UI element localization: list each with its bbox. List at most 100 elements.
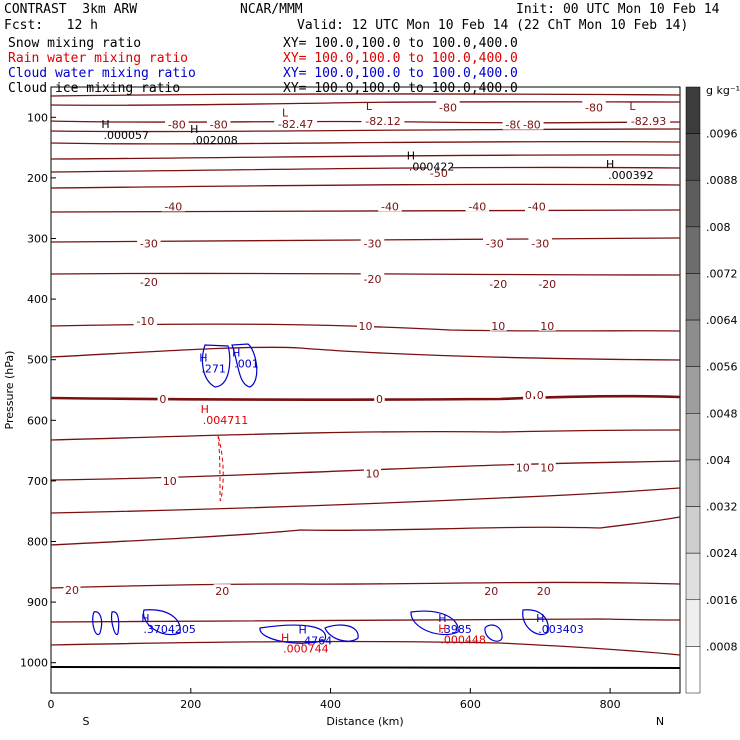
contour-label-bg (514, 460, 532, 473)
extremum-value: .271 (201, 363, 226, 376)
x-tick-label: 200 (180, 698, 201, 711)
isotherm-label: -80 (168, 119, 186, 132)
isotherm-label: 10 (540, 320, 554, 333)
y-tick-label: 800 (27, 536, 48, 549)
rain-water-contour (217, 434, 224, 502)
colorbar-label: .0024 (706, 547, 738, 560)
y-tick-label: 1000 (20, 657, 48, 670)
isotherm-label: -82.12 (365, 115, 400, 128)
colorbar-swatch (685, 459, 701, 507)
x-tick-label: 600 (460, 698, 481, 711)
isotherm-label: -80 (523, 119, 541, 132)
isotherm-label: -20 (489, 278, 507, 291)
isotherm-line (50, 93, 681, 97)
contour-label-bg (582, 100, 606, 113)
header-init: Init: 00 UTC Mon 10 Feb 14 (516, 2, 720, 17)
isotherm-label: -40 (468, 200, 486, 213)
isotherm-label: 0 (537, 389, 544, 402)
colorbar-label: .0048 (706, 407, 738, 420)
isotherm-label: 20 (215, 585, 229, 598)
isotherm-label: -80 (210, 119, 228, 132)
isotherm-line (50, 120, 681, 124)
contour-label-bg (528, 236, 552, 249)
extremum-marker: H (606, 158, 614, 171)
isotherm-line (50, 166, 681, 173)
contour-label-bg (436, 100, 460, 113)
isotherm-label: -82.93 (631, 115, 666, 128)
isotherm-label: -80 (505, 119, 523, 132)
extremum-marker: H (141, 612, 149, 625)
extremum-marker: H (101, 118, 109, 131)
extremum-value: .000422 (409, 161, 455, 174)
isotherm-line (50, 516, 681, 546)
isotherm-label: -30 (486, 237, 504, 250)
isotherm-label: -20 (538, 278, 556, 291)
extremum-marker: L (629, 100, 636, 113)
extremum-value: .3985 (440, 623, 472, 636)
colorbar-swatch (685, 413, 701, 461)
contour-label-bg (535, 584, 553, 597)
colorbar-label: .0056 (706, 361, 738, 374)
extremum-value: .3704205 (143, 623, 196, 636)
isotherm-label: -10 (136, 315, 154, 328)
x-tick-label: 800 (600, 698, 621, 711)
isotherm-line (50, 429, 681, 441)
extremum-value: .001 (234, 358, 259, 371)
isotherm-line (50, 487, 681, 514)
contour-label-bg (520, 117, 544, 130)
isotherm-label: -40 (381, 200, 399, 213)
isotherm-line (50, 323, 681, 332)
extremum-marker: H (438, 612, 446, 625)
extremum-marker: H (201, 403, 209, 416)
extremum-marker: H (281, 631, 289, 644)
colorbar-swatch (685, 179, 701, 228)
isotherm-label: -40 (164, 200, 182, 213)
contour-label-bg (161, 473, 179, 486)
colorbar-swatch (685, 506, 701, 554)
colorbar-label: .0064 (706, 314, 738, 327)
colorbar-swatch (685, 552, 701, 601)
contour-label-bg (465, 199, 490, 212)
isotherm-label: -30 (140, 237, 158, 250)
colorbar-swatch (685, 226, 701, 274)
x-axis-ticks: 0 200 400 600 800 (48, 688, 621, 711)
isotherm-label: 10 (491, 320, 505, 333)
isotherm-label: 20 (537, 585, 551, 598)
extremum-marker: H (190, 123, 198, 136)
extremum-value: .000448 (440, 633, 486, 646)
temperature-contours (50, 93, 681, 656)
contour-label-bg (538, 460, 556, 473)
contour-label-bg (523, 387, 534, 400)
colorbar-label: .004 (706, 454, 731, 467)
contour-label-bg (374, 392, 385, 405)
contour-label-bg (524, 199, 549, 212)
isotherm-line (50, 237, 681, 243)
isotherm-label: -30 (364, 237, 382, 250)
isotherm-label: -80 (439, 102, 457, 115)
contour-label-bg (63, 582, 81, 595)
isotherm-label: 0 (376, 393, 383, 406)
isotherm-line (50, 346, 681, 361)
colorbar-swatch (685, 366, 701, 414)
y-axis-title: Pressure (hPa) (3, 351, 16, 430)
colorbar-label: .0088 (706, 174, 738, 187)
isotherm-label: -30 (531, 237, 549, 250)
isotherm-label: -80 (585, 102, 603, 115)
contour-label-bg (538, 318, 556, 331)
colorbar: .0096 .0088 .008 .0072 .0064 .0056 .0048 .004 .0… (685, 86, 738, 694)
isotherm-label: 20 (65, 584, 79, 597)
colorbar-label: .0072 (706, 267, 738, 280)
isotherm-label: -20 (364, 273, 382, 286)
colorbar-swatch (685, 86, 701, 134)
isotherm-line (50, 154, 681, 160)
extremum-marker: H (232, 347, 240, 360)
colorbar-swatch (685, 599, 701, 647)
contour-label-bg (137, 275, 161, 288)
contour-label-bg (427, 166, 451, 179)
contour-label-bg (133, 313, 158, 326)
isotherm-label: 10 (365, 468, 379, 481)
y-tick-label: 300 (27, 233, 48, 246)
isotherm-label: -50 (430, 167, 448, 180)
colorbar-swatch (685, 133, 701, 181)
